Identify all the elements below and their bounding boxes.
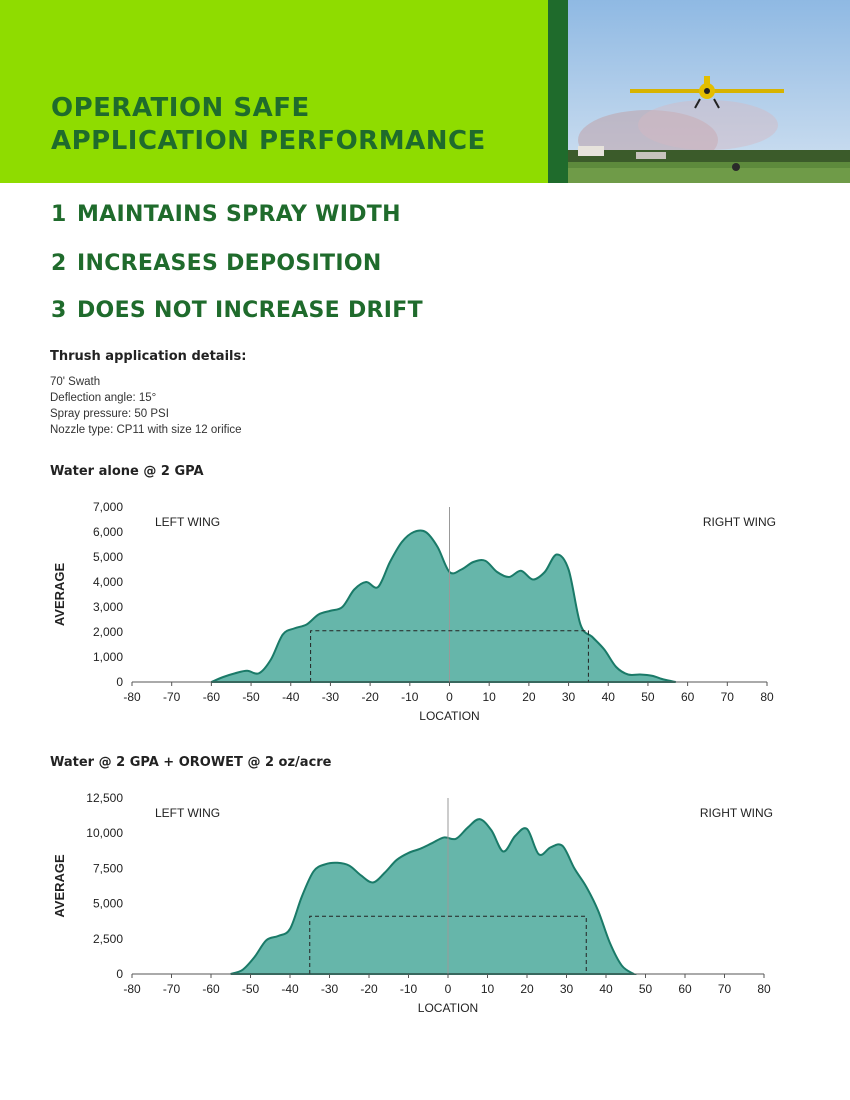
x-tick-label: 70 bbox=[718, 982, 732, 996]
y-tick-label: 5,000 bbox=[93, 550, 123, 564]
x-tick-label: 10 bbox=[481, 982, 495, 996]
y-tick-label: 1,000 bbox=[93, 650, 123, 664]
x-tick-label: -40 bbox=[281, 982, 299, 996]
x-tick-label: -10 bbox=[400, 982, 418, 996]
y-tick-label: 12,500 bbox=[86, 791, 123, 805]
feature-item-3: 3 DOES NOT INCREASE DRIFT bbox=[51, 298, 423, 323]
details-heading: Thrush application details: bbox=[50, 349, 247, 364]
x-tick-label: -30 bbox=[321, 982, 339, 996]
y-axis-label: AVERAGE bbox=[52, 563, 67, 627]
x-tick-label: 80 bbox=[760, 690, 774, 704]
feature-label: DOES NOT INCREASE DRIFT bbox=[77, 298, 423, 323]
swath-width-marker bbox=[309, 915, 587, 974]
x-tick-label: -40 bbox=[282, 690, 300, 704]
y-tick-label: 2,500 bbox=[93, 932, 123, 946]
feature-number: 2 bbox=[51, 251, 67, 276]
x-tick-label: 20 bbox=[522, 690, 536, 704]
left-wing-annotation: LEFT WING bbox=[155, 515, 220, 529]
x-tick-label: -50 bbox=[242, 982, 260, 996]
x-tick-label: 80 bbox=[757, 982, 771, 996]
x-tick-label: 0 bbox=[445, 982, 452, 996]
feature-item-1: 1 MAINTAINS SPRAY WIDTH bbox=[51, 202, 401, 227]
feature-number: 3 bbox=[51, 298, 67, 323]
x-tick-label: 40 bbox=[599, 982, 613, 996]
feature-item-2: 2 INCREASES DEPOSITION bbox=[51, 251, 382, 276]
x-tick-label: 30 bbox=[562, 690, 576, 704]
details-list: 70' Swath Deflection angle: 15° Spray pr… bbox=[50, 374, 242, 438]
y-tick-label: 0 bbox=[116, 675, 123, 689]
y-tick-label: 3,000 bbox=[93, 600, 123, 614]
x-tick-label: 60 bbox=[681, 690, 695, 704]
x-tick-label: -50 bbox=[242, 690, 260, 704]
details-item: Spray pressure: 50 PSI bbox=[50, 408, 169, 420]
x-tick-label: -20 bbox=[361, 690, 379, 704]
x-tick-label: 10 bbox=[483, 690, 497, 704]
header-banner: OPERATION SAFE APPLICATION PERFORMANCE bbox=[0, 0, 548, 183]
x-axis-label: LOCATION bbox=[418, 1001, 478, 1015]
x-tick-label: -60 bbox=[203, 690, 221, 704]
page-title-line-1: OPERATION SAFE bbox=[51, 93, 310, 123]
x-tick-label: -20 bbox=[360, 982, 378, 996]
x-tick-label: 30 bbox=[560, 982, 574, 996]
x-tick-label: 70 bbox=[721, 690, 735, 704]
details-item: Deflection angle: 15° bbox=[50, 392, 157, 404]
x-tick-label: 40 bbox=[602, 690, 616, 704]
feature-label: INCREASES DEPOSITION bbox=[77, 251, 382, 276]
x-tick-label: 50 bbox=[641, 690, 655, 704]
swath-width-marker bbox=[310, 630, 589, 682]
deposition-area-series bbox=[230, 818, 637, 975]
left-wing-annotation: LEFT WING bbox=[155, 806, 220, 820]
y-tick-label: 6,000 bbox=[93, 525, 123, 539]
y-axis-label: AVERAGE bbox=[52, 854, 67, 918]
x-tick-label: -70 bbox=[163, 690, 181, 704]
x-tick-label: 0 bbox=[446, 690, 453, 704]
x-tick-label: -80 bbox=[123, 982, 141, 996]
details-item: 70' Swath bbox=[50, 376, 101, 388]
right-wing-annotation: RIGHT WING bbox=[703, 515, 776, 529]
crop-duster-airplane-photo bbox=[568, 0, 850, 183]
y-tick-label: 7,500 bbox=[93, 861, 123, 875]
x-tick-label: -30 bbox=[322, 690, 340, 704]
x-tick-label: -70 bbox=[163, 982, 181, 996]
header-divider-stripe bbox=[548, 0, 568, 183]
chart-2-title: Water @ 2 GPA + OROWET @ 2 oz/acre bbox=[50, 755, 332, 770]
deposition-area-series bbox=[210, 529, 676, 683]
x-tick-label: -10 bbox=[401, 690, 419, 704]
details-item: Nozzle type: CP11 with size 12 orifice bbox=[50, 424, 242, 436]
y-tick-label: 2,000 bbox=[93, 625, 123, 639]
chart-water-orowet: -80 -70 -60 -50 -40 -30 -20 -10 0 10 20 30 40 50 60 70 8… bbox=[52, 791, 773, 1015]
y-tick-label: 10,000 bbox=[86, 826, 123, 840]
chart-1-title: Water alone @ 2 GPA bbox=[50, 464, 204, 479]
page-title: OPERATION SAFE APPLICATION PERFORMANCE bbox=[51, 92, 486, 158]
y-tick-label: 7,000 bbox=[93, 500, 123, 514]
feature-label: MAINTAINS SPRAY WIDTH bbox=[77, 202, 401, 227]
page-title-line-2: APPLICATION PERFORMANCE bbox=[51, 126, 486, 156]
x-axis-label: LOCATION bbox=[419, 709, 479, 723]
feature-number: 1 bbox=[51, 202, 67, 227]
x-tick-label: 20 bbox=[520, 982, 534, 996]
x-tick-label: -60 bbox=[202, 982, 220, 996]
x-tick-label: 50 bbox=[639, 982, 653, 996]
right-wing-annotation: RIGHT WING bbox=[700, 806, 773, 820]
x-tick-label: -80 bbox=[123, 690, 141, 704]
x-tick-label: 60 bbox=[678, 982, 692, 996]
y-tick-label: 4,000 bbox=[93, 575, 123, 589]
y-tick-label: 0 bbox=[116, 967, 123, 981]
chart-water-alone: -80 -70 -60 -50 -40 -30 -20 -10 0 10 20 30 40 50 60 70 8… bbox=[52, 500, 776, 723]
y-tick-label: 5,000 bbox=[93, 897, 123, 911]
